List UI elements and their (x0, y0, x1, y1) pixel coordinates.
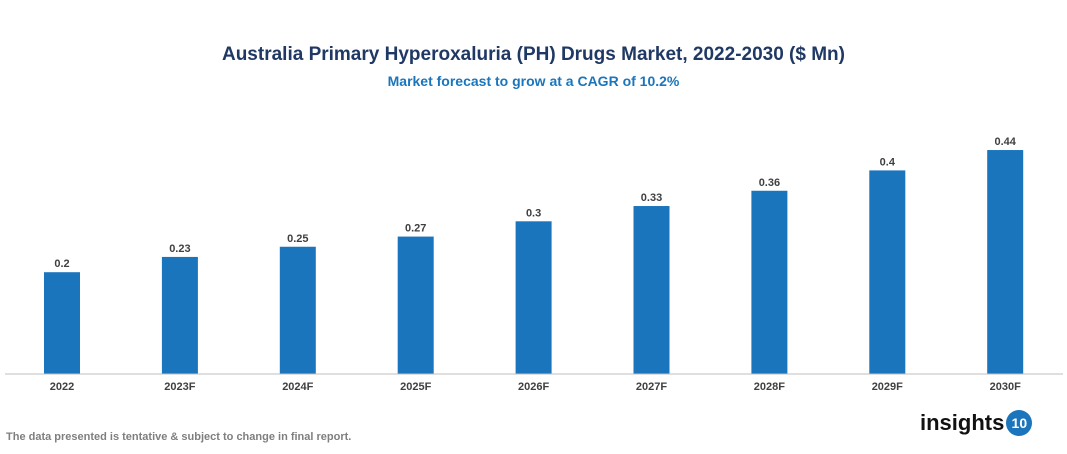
logo-text: insights (920, 410, 1005, 435)
data-label: 0.3 (526, 207, 541, 219)
bar (751, 190, 788, 374)
x-tick-label: 2022 (50, 381, 74, 393)
x-tick-label: 2025F (400, 381, 431, 393)
x-tick-label: 2026F (518, 381, 549, 393)
bar (987, 150, 1024, 374)
data-label: 0.2 (54, 258, 69, 270)
bar (279, 246, 316, 374)
x-tick-label: 2027F (636, 381, 667, 393)
data-label: 0.44 (994, 136, 1016, 148)
data-label: 0.23 (169, 243, 190, 255)
bar (869, 170, 906, 374)
x-tick-label: 2028F (754, 381, 785, 393)
data-label: 0.4 (880, 156, 896, 168)
x-tick-label: 2029F (872, 381, 903, 393)
data-label: 0.25 (287, 233, 308, 245)
x-tick-label: 2024F (282, 381, 313, 393)
logo-number: 10 (1006, 410, 1033, 436)
x-tick-label: 2023F (164, 381, 195, 393)
bar (161, 256, 198, 374)
bar (44, 272, 80, 374)
data-label: 0.27 (405, 223, 426, 235)
insights10-logo: insights 10 (920, 410, 1033, 436)
footnote: The data presented is tentative & subjec… (6, 431, 352, 443)
bar (397, 236, 434, 374)
data-label: 0.33 (641, 192, 662, 204)
data-label: 0.36 (759, 177, 780, 189)
x-tick-label: 2030F (990, 381, 1021, 393)
bar (633, 206, 670, 374)
chart-title: Australia Primary Hyperoxaluria (PH) Dru… (221, 44, 845, 65)
bar (515, 221, 552, 374)
chart-subtitle: Market forecast to grow at a CAGR of 10.… (387, 73, 680, 89)
